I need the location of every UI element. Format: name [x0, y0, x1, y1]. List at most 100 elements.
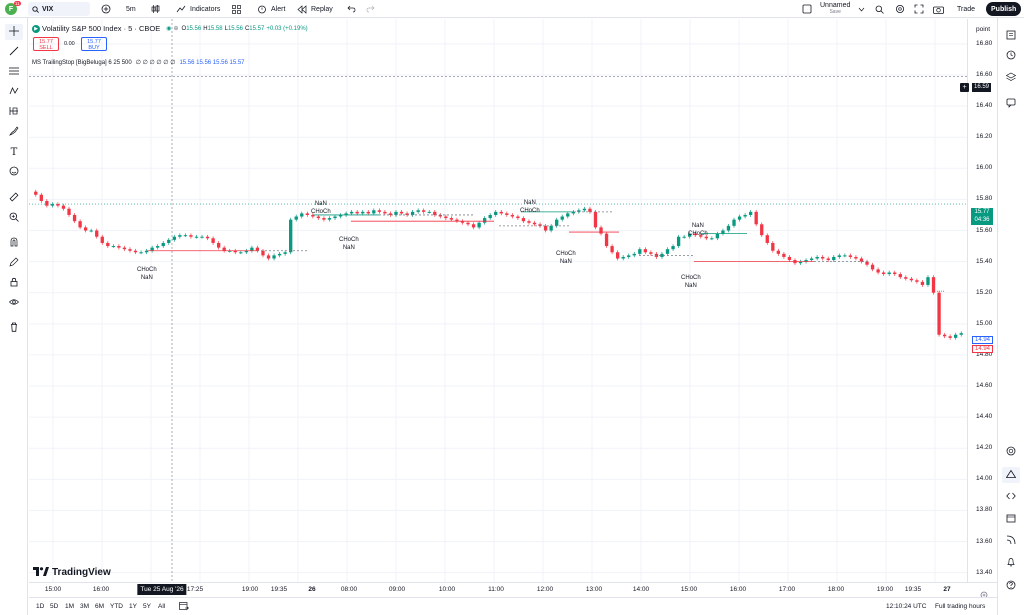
series-legend[interactable]: ▶ Volatility S&P 500 Index · 5 · CBOE ◉ …	[32, 24, 308, 33]
object-tree-button[interactable]	[1002, 70, 1020, 86]
pine-button[interactable]	[1002, 489, 1020, 505]
candle-body	[721, 230, 725, 234]
forecast-tool[interactable]	[5, 104, 23, 120]
hide-tool[interactable]	[5, 295, 23, 311]
candle-body	[560, 216, 564, 220]
range-1y[interactable]: 1Y	[129, 603, 137, 610]
session-selector[interactable]: Full trading hours	[935, 603, 986, 610]
price-label: 13.60	[976, 537, 993, 545]
remove-tool[interactable]	[5, 320, 23, 336]
range-all[interactable]: All	[158, 603, 166, 610]
last-price-tag: 15.77 04:36	[971, 208, 993, 225]
notifications-button[interactable]	[1002, 555, 1020, 571]
range-ytd[interactable]: YTD	[110, 603, 123, 610]
settings-button[interactable]	[895, 0, 905, 18]
indicator-legend[interactable]: MS TrailingStop [BigBeluga] 6 25 500 ∅ ∅…	[32, 59, 245, 67]
time-label: 27	[943, 586, 951, 593]
candle-body	[743, 214, 747, 217]
alarm-clock-icon	[257, 4, 267, 14]
chart-pane[interactable]: ▶ Volatility S&P 500 Index · 5 · CBOE ◉ …	[29, 19, 967, 582]
candle-body	[255, 247, 260, 251]
chart-type-button[interactable]	[151, 0, 160, 18]
candle-body	[782, 253, 786, 257]
indicators-label: Indicators	[190, 5, 221, 13]
quick-search-button[interactable]	[875, 0, 884, 18]
utc-clock[interactable]: 12:10:24 UTC	[886, 603, 927, 610]
sell-button[interactable]: 15.77 SELL	[33, 37, 59, 51]
candle-body	[649, 252, 653, 254]
price-label: 14.80	[976, 350, 993, 358]
publish-button[interactable]: Publish	[986, 2, 1022, 16]
range-5y[interactable]: 5Y	[143, 603, 151, 610]
bottom-toolbar: 1D 5D 1M 3M 6M YTD 1Y 5Y All 12:10:24 UT…	[29, 597, 997, 615]
magnet-tool[interactable]	[5, 235, 23, 251]
candle-body	[532, 222, 537, 225]
alert-label: Alert	[271, 5, 286, 13]
replay-button[interactable]: Replay	[297, 0, 333, 18]
alerts-button[interactable]	[1002, 48, 1020, 64]
candle-body	[128, 249, 132, 251]
candle-body	[194, 236, 199, 238]
trendline-tool[interactable]	[5, 44, 23, 60]
range-5d[interactable]: 5D	[50, 603, 59, 610]
calendar-button[interactable]	[1002, 511, 1020, 527]
target-button[interactable]	[1002, 444, 1020, 460]
brush-tool[interactable]	[5, 124, 23, 140]
icon-tool[interactable]	[5, 164, 23, 180]
text-tool[interactable]: T	[5, 144, 23, 160]
candle-body	[555, 219, 559, 226]
redo-button[interactable]	[366, 0, 375, 18]
symbol-search[interactable]: VIX	[28, 2, 90, 16]
candle-body	[538, 224, 542, 226]
candle-body	[100, 236, 104, 243]
tradingview-logo[interactable]: TradingView	[33, 563, 111, 581]
avatar[interactable]: F 11	[5, 0, 21, 18]
candle-body	[516, 216, 520, 219]
candle-body	[122, 247, 127, 250]
trade-button[interactable]: Trade	[957, 5, 976, 13]
time-axis[interactable]: 15:00 16:00 Tue 25 Aug '26 17:25 19:00 1…	[29, 582, 997, 599]
interval-button[interactable]: 5m	[126, 5, 136, 13]
zoom-in-tool[interactable]	[5, 210, 23, 226]
forecast-icon	[9, 103, 19, 121]
range-3m[interactable]: 3M	[80, 603, 90, 610]
zoom-in-icon	[9, 209, 19, 227]
undo-button[interactable]	[347, 0, 356, 18]
stay-drawing-tool[interactable]	[5, 255, 23, 271]
candle-body	[638, 249, 642, 254]
crosshair-tool[interactable]	[5, 24, 23, 40]
indicators-button[interactable]: Indicators	[176, 0, 220, 18]
screenshot-button[interactable]	[933, 0, 944, 18]
candle-body	[821, 256, 825, 259]
layout-selector[interactable]: Unnamed Save	[802, 0, 865, 18]
candle-body	[488, 214, 492, 219]
ideas-button[interactable]	[1002, 467, 1020, 483]
crosshair-add-button[interactable]: +	[960, 83, 969, 92]
goto-date-button[interactable]	[179, 601, 189, 613]
candle-body	[915, 280, 919, 282]
candle-body	[948, 336, 952, 338]
fib-tool[interactable]	[5, 64, 23, 80]
fullscreen-button[interactable]	[914, 0, 924, 18]
lock-tool[interactable]	[5, 275, 23, 291]
candle-body	[615, 252, 620, 259]
range-1d[interactable]: 1D	[36, 603, 45, 610]
compare-button[interactable]	[101, 0, 111, 18]
ruler-tool[interactable]	[5, 190, 23, 206]
candle-body	[715, 233, 720, 239]
pattern-tool[interactable]	[5, 84, 23, 100]
candle-body	[909, 278, 914, 281]
candle-body	[167, 239, 171, 243]
buy-button[interactable]: 15.77 BUY	[81, 37, 107, 51]
price-scale[interactable]: point 16.80 16.60 16.40 16.20 16.00 15.80 15.6…	[960, 19, 997, 582]
alert-button[interactable]: Alert	[257, 0, 285, 18]
range-1m[interactable]: 1M	[65, 603, 75, 610]
range-6m[interactable]: 6M	[95, 603, 105, 610]
price-chart[interactable]	[29, 19, 967, 582]
templates-button[interactable]	[232, 0, 241, 18]
help-button[interactable]	[1002, 578, 1020, 594]
streams-button[interactable]	[1002, 533, 1020, 549]
crosshair-icon	[9, 23, 19, 41]
chats-button[interactable]	[1002, 96, 1020, 112]
watchlist-button[interactable]	[1002, 28, 1020, 44]
